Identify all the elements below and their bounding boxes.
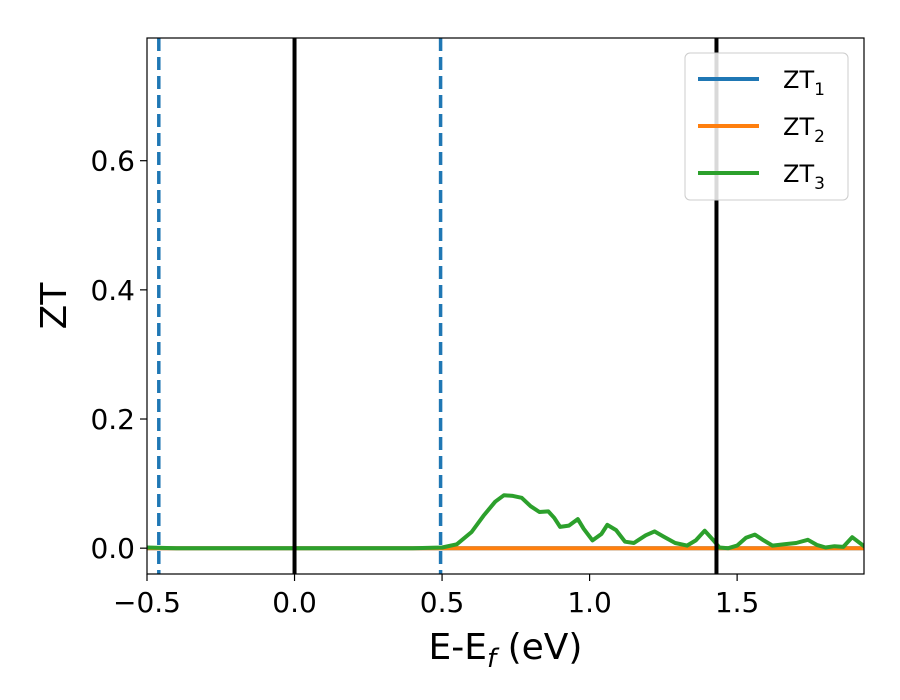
legend-box [684, 52, 849, 201]
x-tick-label: 1.5 [715, 586, 760, 619]
y-tick-label: 0.2 [90, 403, 135, 436]
y-tick-label: 0.4 [90, 274, 135, 307]
y-tick-label: 0.0 [90, 532, 135, 565]
plot-frame [146, 37, 865, 575]
legend-label-zt1: ZT1 [783, 66, 825, 100]
legend: ZT1 ZT2 ZT3 [684, 52, 849, 201]
y-axis: 0.0 0.2 0.4 0.6 [90, 145, 147, 565]
x-axis: −0.5 0.0 0.5 1.0 1.5 [113, 574, 759, 619]
y-axis-title: ZT [34, 282, 75, 330]
legend-label-zt3: ZT3 [783, 160, 825, 194]
x-axis-title: E-Ef (eV) [429, 627, 583, 674]
x-tick-label: 0.0 [272, 586, 317, 619]
x-tick-label: 1.0 [567, 586, 612, 619]
y-tick-label: 0.6 [90, 145, 135, 178]
x-tick-label: −0.5 [113, 586, 181, 619]
x-axis-title-suffix: (eV) [496, 627, 582, 668]
x-tick-label: 0.5 [420, 586, 465, 619]
legend-label-zt2: ZT2 [783, 113, 825, 147]
x-axis-title-base: E-E [429, 627, 487, 668]
series-line-zt3 [147, 493, 864, 551]
